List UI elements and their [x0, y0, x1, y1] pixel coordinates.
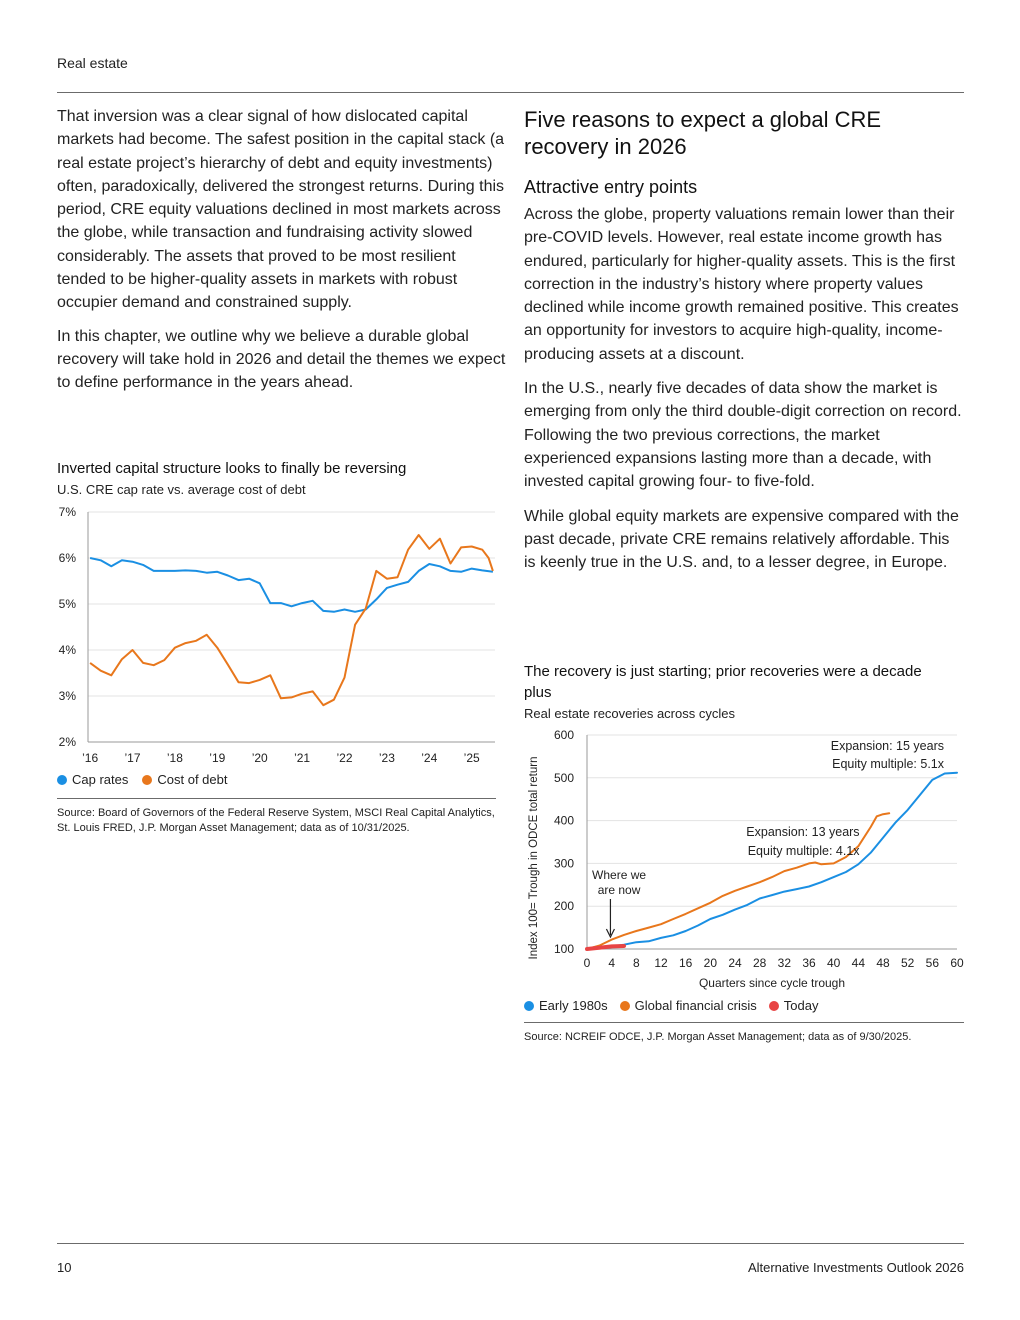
- chart1-x-tick-label: ’25: [464, 751, 480, 765]
- chart1-x-tick-label: ’18: [167, 751, 183, 765]
- chart2-x-tick-label: 36: [802, 956, 816, 970]
- chart2-y-tick-label: 300: [554, 856, 574, 870]
- chart2-x-tick-label: 60: [950, 956, 964, 970]
- chart1-x-tick-label: ’17: [125, 751, 141, 765]
- chart1-y-tick-label: 6%: [59, 551, 77, 565]
- chart2-x-tick-label: 12: [654, 956, 668, 970]
- chart2-y-tick-label: 500: [554, 771, 574, 785]
- right-paragraph-3: While global equity markets are expensiv…: [524, 507, 959, 572]
- left-column: That inversion was a clear signal of how…: [57, 105, 507, 395]
- early-1980s-swatch-icon: [524, 1000, 534, 1011]
- chart1-source: Source: Board of Governors of the Federa…: [57, 807, 495, 834]
- chart2-x-tick-label: 4: [608, 956, 615, 970]
- right-paragraph-1: Across the globe, property valuations re…: [524, 206, 959, 363]
- chart2-x-tick-label: 20: [704, 956, 718, 970]
- cap-rates-swatch-icon: [57, 774, 67, 785]
- chart1-legend: Cap rates Cost of debt: [57, 772, 241, 787]
- chart2-annotation-gfc: Expansion: 13 years: [746, 825, 859, 839]
- chart2-y-tick-label: 600: [554, 728, 574, 742]
- chart2-x-tick-label: 24: [728, 956, 742, 970]
- section-subheading: Attractive entry points: [524, 177, 698, 197]
- chart1-plot: 2% 3% 4% 5% 6% 7% ’16 ’17 ’18 ’19 ’20 ’21 ’22 ’23 ’24 ’…: [59, 505, 495, 765]
- chart1-legend-label: Cost of debt: [157, 772, 228, 787]
- chart2-x-tick-label: 8: [633, 956, 640, 970]
- chart1-rule: [57, 798, 496, 799]
- chart1-y-tick-label: 4%: [59, 643, 77, 657]
- chart2-legend: Early 1980s Global financial crisis Toda…: [524, 998, 832, 1013]
- chart1-x-tick-label: ’19: [209, 751, 225, 765]
- chart2-legend-early-1980s: Early 1980s: [524, 998, 608, 1013]
- chart1-y-tick-label: 7%: [59, 505, 77, 519]
- chart2-annotation-gfc: Equity multiple: 4.1x: [748, 844, 861, 858]
- chart2-legend-label: Today: [783, 998, 819, 1013]
- header-rule: [57, 92, 964, 93]
- chart2-x-tick-label: 48: [876, 956, 890, 970]
- chart1-legend-cap-rates: Cap rates: [57, 772, 128, 787]
- chart2-annotation-today: are now: [598, 883, 641, 897]
- chart2-rule: [524, 1022, 964, 1023]
- cap-rates-line: [89, 557, 494, 613]
- chart1-x-tick-label: ’16: [82, 751, 98, 765]
- chart2-title: The recovery is just starting; prior rec…: [524, 663, 922, 701]
- chart1-y-tick-label: 5%: [59, 597, 77, 611]
- chart2-legend-label: Early 1980s: [539, 998, 608, 1013]
- chart1-x-tick-label: ’23: [379, 751, 395, 765]
- chart2-arrowhead-icon: [605, 928, 615, 939]
- chart1-y-tick-label: 3%: [59, 689, 77, 703]
- chart1-x-tick-label: ’21: [294, 751, 310, 765]
- chart1-x-tick-label: ’20: [252, 751, 268, 765]
- chart2-x-tick-label: 16: [679, 956, 693, 970]
- chart1-legend-cost-of-debt: Cost of debt: [142, 772, 227, 787]
- chart1-x-tick-label: ’22: [336, 751, 352, 765]
- right-paragraph-2: In the U.S., nearly five decades of data…: [524, 380, 962, 491]
- chart1-x-tick-label: ’24: [421, 751, 437, 765]
- chart2-legend-gfc: Global financial crisis: [619, 998, 757, 1013]
- today-swatch-icon: [768, 1000, 779, 1011]
- chart1-subtitle: U.S. CRE cap rate vs. average cost of de…: [57, 482, 306, 497]
- chart2-subtitle: Real estate recoveries across cycles: [524, 706, 735, 721]
- chart2-x-axis-title: Quarters since cycle trough: [699, 976, 845, 990]
- today-line: [585, 944, 626, 951]
- chart2-x-tick-label: 44: [852, 956, 866, 970]
- page-number: 10: [57, 1260, 72, 1275]
- chart2-legend-today: Today: [768, 998, 819, 1013]
- gfc-swatch-icon: [619, 1000, 630, 1011]
- chart2-x-tick-label: 56: [926, 956, 940, 970]
- chart2-x-tick-label: 28: [753, 956, 767, 970]
- chart2-source: Source: NCREIF ODCE, J.P. Morgan Asset M…: [524, 1031, 912, 1043]
- chart2-y-tick-label: 100: [554, 942, 574, 956]
- chart2-annotation-today: Where we: [592, 868, 646, 882]
- chart2-annotation-early-1980s: Expansion: 15 years: [831, 739, 944, 753]
- gfc-line: [586, 812, 891, 950]
- chart2-y-tick-label: 400: [554, 814, 574, 828]
- publication-title: Alternative Investments Outlook 2026: [747, 1260, 964, 1275]
- chart2-x-tick-label: 40: [827, 956, 841, 970]
- chart1-title: Inverted capital structure looks to fina…: [57, 460, 407, 477]
- chart2-y-axis-title: Index 100= Trough in ODCE total return: [528, 757, 540, 960]
- chart1-legend-label: Cap rates: [72, 772, 129, 787]
- section-label: Real estate: [57, 55, 128, 71]
- left-paragraph-1: That inversion was a clear signal of how…: [57, 108, 505, 312]
- left-paragraph-2: In this chapter, we outline why we belie…: [57, 327, 506, 392]
- chart2-annotation-early-1980s: Equity multiple: 5.1x: [832, 757, 945, 771]
- chart2-x-tick-label: 32: [778, 956, 792, 970]
- section-heading: Five reasons to expect a global CRE reco…: [524, 107, 882, 159]
- chart2-y-tick-label: 200: [554, 899, 574, 913]
- chart1-y-tick-label: 2%: [59, 735, 77, 749]
- right-column: Five reasons to expect a global CRE reco…: [524, 106, 964, 574]
- cost-of-debt-swatch-icon: [142, 774, 153, 785]
- chart2-x-tick-label: 52: [901, 956, 915, 970]
- early-1980s-line: [586, 771, 958, 950]
- chart2-x-tick-label: 0: [584, 956, 591, 970]
- footer-rule: [57, 1243, 964, 1244]
- chart2-legend-label: Global financial crisis: [634, 998, 757, 1013]
- cost-of-debt-line: [89, 534, 494, 707]
